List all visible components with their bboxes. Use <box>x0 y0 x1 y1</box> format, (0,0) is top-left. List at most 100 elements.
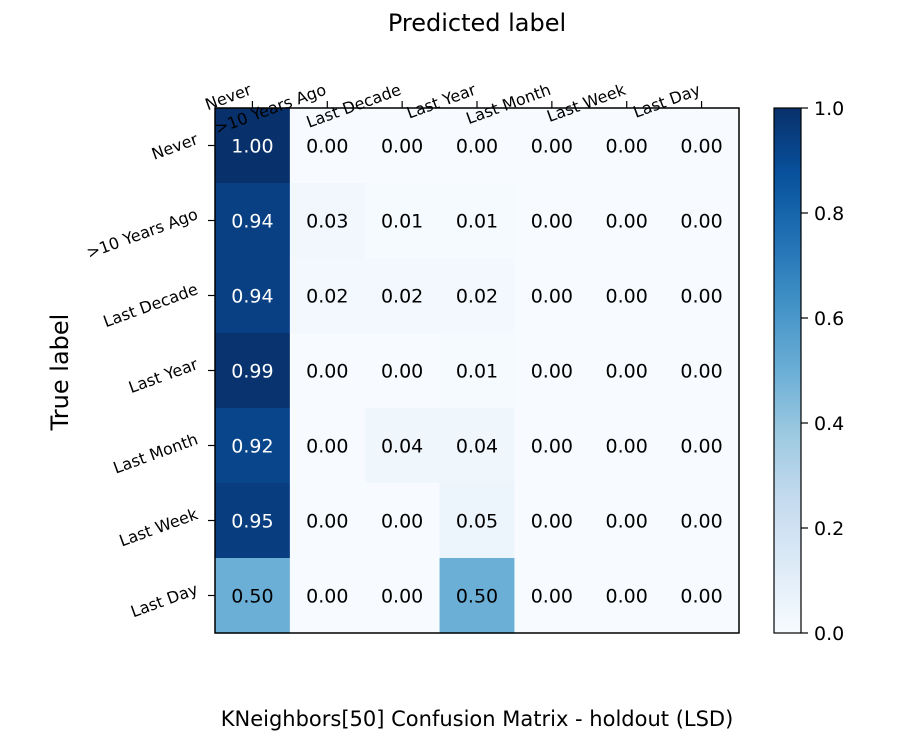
cell-value-label: 0.02 <box>456 286 498 308</box>
cell-value-label: 0.02 <box>381 286 423 308</box>
heatmap-cell <box>215 258 291 334</box>
cell-value-label: 0.00 <box>606 436 648 458</box>
heatmap-cell <box>215 483 291 559</box>
cell-value-label: 0.00 <box>680 436 722 458</box>
heatmap-cell <box>664 108 740 184</box>
heatmap-cell <box>514 483 590 559</box>
heatmap-cell <box>514 558 590 634</box>
heatmap-cell <box>289 108 366 184</box>
cell-value-label: 0.04 <box>456 436 498 458</box>
cell-value-label: 0.00 <box>680 361 722 383</box>
cell-value-label: 0.00 <box>606 286 648 308</box>
colorbar <box>773 107 802 634</box>
cell-value-label: 0.03 <box>306 211 348 233</box>
heatmap-cell <box>289 558 366 634</box>
heatmap-cell <box>289 183 366 259</box>
cell-value-label: 0.00 <box>531 136 573 158</box>
heatmap-cell <box>364 258 441 334</box>
heatmap-cell <box>364 183 441 259</box>
y-tick-label: Never <box>149 129 201 163</box>
colorbar-tick-label: 1.0 <box>814 98 844 120</box>
heatmap-cell <box>439 183 516 259</box>
chart-title: KNeighbors[50] Confusion Matrix - holdou… <box>221 707 734 731</box>
heatmap-cell <box>289 483 366 559</box>
x-axis-title: Predicted label <box>388 9 566 37</box>
heatmap-cell <box>215 183 291 259</box>
heatmap-cell <box>664 333 740 409</box>
cell-value-label: 0.99 <box>231 361 273 383</box>
y-tick-label: Last Year <box>126 354 201 397</box>
cell-value-label: 0.92 <box>231 436 273 458</box>
cell-value-label: 0.00 <box>381 511 423 533</box>
heatmap-cell <box>364 408 441 484</box>
cell-value-label: 0.00 <box>680 586 722 608</box>
cell-value-label: 0.00 <box>531 586 573 608</box>
heatmap-cell <box>289 258 366 334</box>
heatmap-cell <box>514 258 590 334</box>
heatmap-cell <box>364 483 441 559</box>
heatmap-cell <box>439 408 516 484</box>
heatmap-cell <box>589 558 665 634</box>
y-axis-ticks: Never >10 Years Ago Last Decade Last Year La… <box>84 129 215 621</box>
cell-value-label: 0.00 <box>680 211 722 233</box>
heatmap-cell <box>514 408 590 484</box>
heatmap-cell <box>589 408 665 484</box>
heatmap-cell <box>664 483 740 559</box>
cell-value-label: 0.00 <box>606 361 648 383</box>
heatmap-cell <box>589 183 665 259</box>
heatmap-cell <box>589 258 665 334</box>
heatmap-cell <box>664 558 740 634</box>
cell-value-label: 0.00 <box>531 361 573 383</box>
heatmap-cell-labels: 1.00 0.00 0.00 0.00 0.00 0.00 0.00 0.94 0.03 0.01… <box>231 136 722 608</box>
cell-value-label: 0.00 <box>306 586 348 608</box>
y-axis-title: True label <box>46 314 74 432</box>
cell-value-label: 1.00 <box>231 136 273 158</box>
cell-value-label: 0.00 <box>606 511 648 533</box>
heatmap-cell <box>589 483 665 559</box>
cell-value-label: 0.00 <box>606 136 648 158</box>
heatmap-cell <box>439 258 516 334</box>
heatmap-cell <box>664 258 740 334</box>
cell-value-label: 0.00 <box>456 136 498 158</box>
heatmap-cell <box>439 108 516 184</box>
y-tick-label: Last Day <box>128 579 200 621</box>
y-tick-label: >10 Years Ago <box>84 204 200 262</box>
cell-value-label: 0.01 <box>456 361 498 383</box>
cell-value-label: 0.00 <box>381 586 423 608</box>
heatmap-cell <box>215 108 291 184</box>
cell-value-label: 0.94 <box>231 286 273 308</box>
colorbar-tick-label: 0.4 <box>814 413 844 435</box>
cell-value-label: 0.00 <box>306 511 348 533</box>
cell-value-label: 0.00 <box>531 511 573 533</box>
cell-value-label: 0.00 <box>381 361 423 383</box>
heatmap-cell <box>215 558 291 634</box>
heatmap-cell <box>589 108 665 184</box>
heatmap-cell <box>589 333 665 409</box>
cell-value-label: 0.01 <box>381 211 423 233</box>
cell-value-label: 0.05 <box>456 511 498 533</box>
heatmap-cell <box>664 183 740 259</box>
cell-value-label: 0.00 <box>680 286 722 308</box>
colorbar-tick-label: 0.2 <box>814 518 844 540</box>
y-tick-label: Last Month <box>111 429 201 477</box>
colorbar-tick-label: 0.6 <box>814 308 844 330</box>
cell-value-label: 0.00 <box>606 586 648 608</box>
cell-value-label: 0.00 <box>531 436 573 458</box>
heatmap-cell <box>439 483 516 559</box>
cell-value-label: 0.50 <box>231 586 273 608</box>
cell-value-label: 0.00 <box>680 511 722 533</box>
heatmap-cell <box>289 408 366 484</box>
heatmap-cell <box>364 558 441 634</box>
cell-value-label: 0.00 <box>606 211 648 233</box>
heatmap-cell <box>364 333 441 409</box>
cell-value-label: 0.00 <box>531 211 573 233</box>
cell-value-label: 0.00 <box>306 436 348 458</box>
cell-value-label: 0.50 <box>456 586 498 608</box>
cell-value-label: 0.00 <box>306 361 348 383</box>
heatmap-cell <box>215 408 291 484</box>
heatmap-cell <box>439 558 516 634</box>
heatmap-cell <box>215 333 291 409</box>
heatmap-cell <box>514 333 590 409</box>
y-tick-label: Last Week <box>117 504 201 550</box>
